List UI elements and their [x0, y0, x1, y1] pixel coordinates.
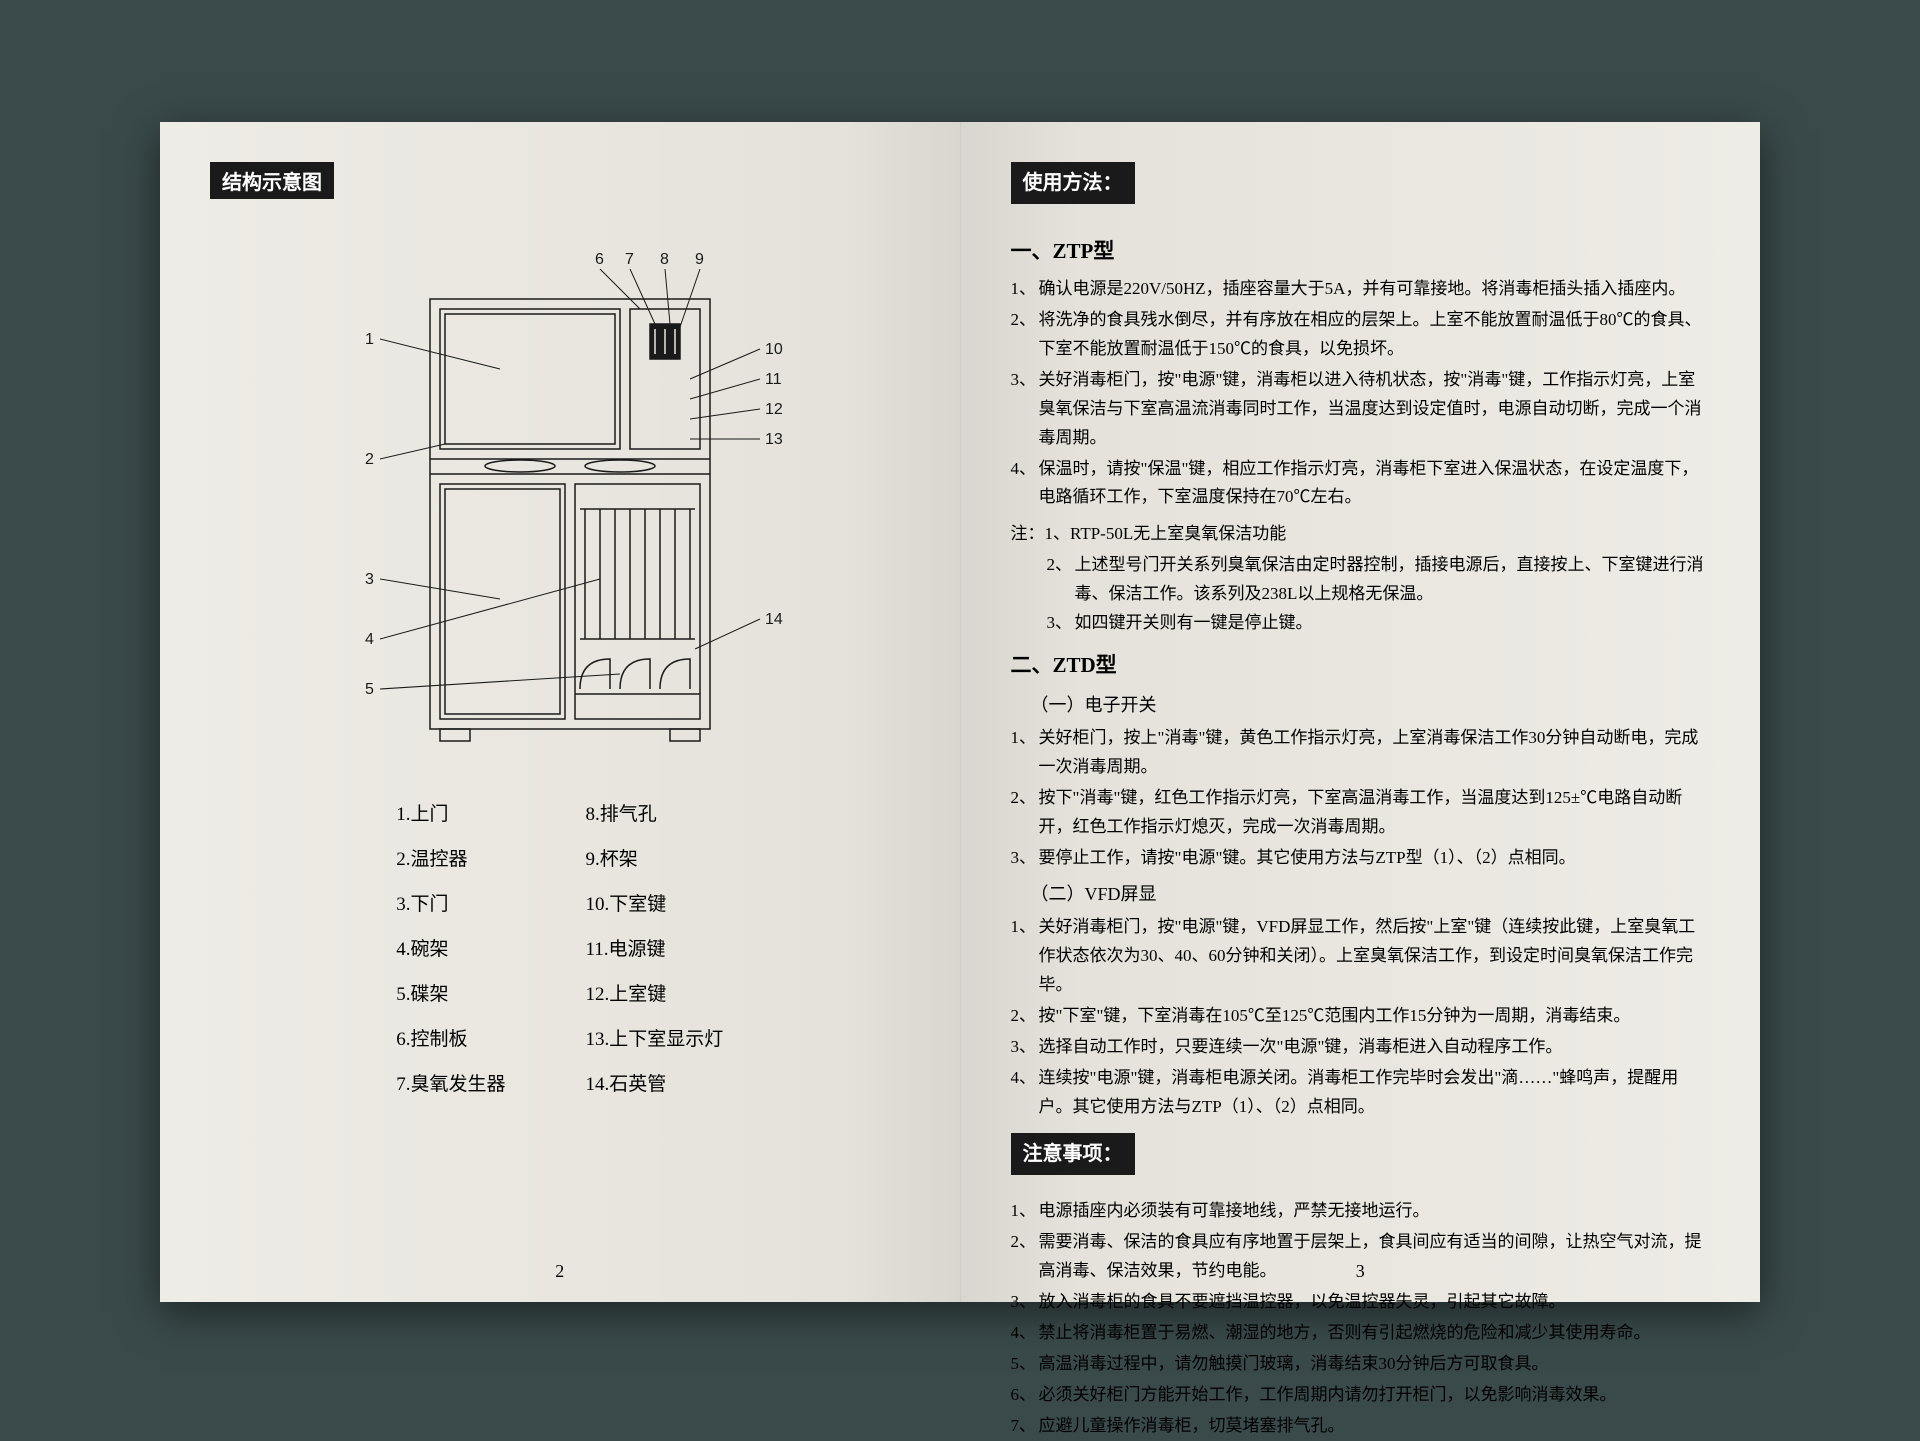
- item-text: 应避儿童操作消毒柜，切莫堵塞排气孔。: [1039, 1412, 1711, 1441]
- item-text: 关好消毒柜门，按"电源"键，VFD屏显工作，然后按"上室"键（连续按此键，上室臭…: [1039, 913, 1711, 1000]
- item-num: 2、: [1011, 1228, 1039, 1286]
- svg-text:7: 7: [625, 251, 634, 268]
- svg-text:8: 8: [660, 251, 669, 268]
- page-number-right: 3: [1356, 1261, 1365, 1282]
- legend-col-right: 8.排气孔 9.杯架 10.下室键 11.电源键 12.上室键 13.上下室显示…: [586, 799, 724, 1096]
- item-text: 需要消毒、保洁的食具应有序地置于层架上，食具间应有适当的间隙，让热空气对流，提高…: [1039, 1228, 1711, 1286]
- legend-item: 11.电源键: [586, 934, 724, 961]
- item-text: 关好柜门，按上"消毒"键，黄色工作指示灯亮，上室消毒保洁工作30分钟自动断电，完…: [1039, 724, 1711, 782]
- item-text: 连续按"电源"键，消毒柜电源关闭。消毒柜工作完毕时会发出"滴……"蜂鸣声，提醒用…: [1039, 1064, 1711, 1122]
- item-num: 3、: [1011, 366, 1039, 453]
- legend-item: 2.温控器: [396, 844, 505, 871]
- item-text: 将洗净的食具残水倒尽，并有序放在相应的层架上。上室不能放置耐温低于80℃的食具、…: [1039, 306, 1711, 364]
- item-num: 1、: [1011, 1197, 1039, 1226]
- ztd-sub1: （一）电子开关: [1031, 690, 1711, 721]
- item-text: 禁止将消毒柜置于易燃、潮湿的地方，否则有引起燃烧的危险和减少其使用寿命。: [1039, 1319, 1711, 1348]
- ztp-notes: 注： 1、RTP-50L无上室臭氧保洁功能 2、上述型号门开关系列臭氧保洁由定时…: [1011, 520, 1711, 638]
- legend: 1.上门 2.温控器 3.下门 4.碗架 5.碟架 6.控制板 7.臭氧发生器 …: [210, 799, 910, 1096]
- legend-item: 14.石英管: [586, 1069, 724, 1096]
- item-num: 2、: [1011, 784, 1039, 842]
- structure-header: 结构示意图: [210, 162, 334, 199]
- notice-list: 1、电源插座内必须装有可靠接地线，严禁无接地运行。 2、需要消毒、保洁的食具应有…: [1011, 1197, 1711, 1440]
- item-num: 1、: [1011, 275, 1039, 304]
- svg-text:12: 12: [765, 401, 783, 418]
- ztd-sub2: （二）VFD屏显: [1031, 879, 1711, 910]
- page-number-left: 2: [555, 1261, 564, 1282]
- svg-text:9: 9: [695, 251, 704, 268]
- diagram-container: 1 2 3 4 5 6: [210, 249, 910, 769]
- legend-item: 12.上室键: [586, 979, 724, 1006]
- item-num: 5、: [1011, 1350, 1039, 1379]
- legend-item: 9.杯架: [586, 844, 724, 871]
- note-num: 3、: [1047, 609, 1075, 638]
- note-num: 2、: [1047, 551, 1075, 609]
- item-num: 2、: [1011, 306, 1039, 364]
- svg-text:4: 4: [365, 631, 374, 648]
- legend-item: 1.上门: [396, 799, 505, 826]
- ztd-list1: 1、关好柜门，按上"消毒"键，黄色工作指示灯亮，上室消毒保洁工作30分钟自动断电…: [1011, 724, 1711, 872]
- item-text: 要停止工作，请按"电源"键。其它使用方法与ZTP型（1）、（2）点相同。: [1039, 844, 1711, 873]
- item-text: 关好消毒柜门，按"电源"键，消毒柜以进入待机状态，按"消毒"键，工作指示灯亮，上…: [1039, 366, 1711, 453]
- page-right: 使用方法： 一、ZTP型 1、确认电源是220V/50HZ，插座容量大于5A，并…: [961, 122, 1761, 1302]
- item-num: 4、: [1011, 1064, 1039, 1122]
- ztd-heading: 二、ZTD型: [1011, 648, 1711, 684]
- item-num: 1、: [1011, 913, 1039, 1000]
- svg-text:3: 3: [365, 571, 374, 588]
- item-text: 放入消毒柜的食具不要遮挡温控器，以免温控器失灵，引起其它故障。: [1039, 1288, 1711, 1317]
- item-text: 高温消毒过程中，请勿触摸门玻璃，消毒结束30分钟后方可取食具。: [1039, 1350, 1711, 1379]
- note-text: 上述型号门开关系列臭氧保洁由定时器控制，插接电源后，直接按上、下室键进行消毒、保…: [1075, 551, 1711, 609]
- svg-text:11: 11: [765, 371, 782, 388]
- item-num: 3、: [1011, 844, 1039, 873]
- svg-text:1: 1: [365, 331, 374, 348]
- svg-text:10: 10: [765, 341, 783, 358]
- svg-text:6: 6: [595, 251, 604, 268]
- item-num: 7、: [1011, 1412, 1039, 1441]
- note-text: 如四键开关则有一键是停止键。: [1075, 609, 1711, 638]
- item-num: 3、: [1011, 1033, 1039, 1062]
- note-num: 1、: [1045, 524, 1071, 543]
- legend-item: 5.碟架: [396, 979, 505, 1006]
- structure-diagram: 1 2 3 4 5 6: [320, 249, 800, 769]
- legend-item: 6.控制板: [396, 1024, 505, 1051]
- legend-item: 3.下门: [396, 889, 505, 916]
- item-text: 按下"消毒"键，红色工作指示灯亮，下室高温消毒工作，当温度达到125±℃电路自动…: [1039, 784, 1711, 842]
- ztp-list: 1、确认电源是220V/50HZ，插座容量大于5A，并有可靠接地。将消毒柜插头插…: [1011, 275, 1711, 512]
- legend-item: 4.碗架: [396, 934, 505, 961]
- svg-text:5: 5: [365, 681, 374, 698]
- ztp-heading: 一、ZTP型: [1011, 234, 1711, 270]
- item-num: 6、: [1011, 1381, 1039, 1410]
- item-text: 确认电源是220V/50HZ，插座容量大于5A，并有可靠接地。将消毒柜插头插入插…: [1039, 275, 1711, 304]
- right-content: 使用方法： 一、ZTP型 1、确认电源是220V/50HZ，插座容量大于5A，并…: [1011, 162, 1711, 1441]
- booklet: 结构示意图: [160, 122, 1760, 1302]
- legend-item: 13.上下室显示灯: [586, 1024, 724, 1051]
- legend-item: 7.臭氧发生器: [396, 1069, 505, 1096]
- item-num: 4、: [1011, 455, 1039, 513]
- svg-text:2: 2: [365, 451, 374, 468]
- item-text: 按"下室"键，下室消毒在105℃至125℃范围内工作15分钟为一周期，消毒结束。: [1039, 1002, 1711, 1031]
- notice-header: 注意事项：: [1011, 1133, 1135, 1175]
- item-num: 2、: [1011, 1002, 1039, 1031]
- legend-item: 10.下室键: [586, 889, 724, 916]
- item-text: 电源插座内必须装有可靠接地线，严禁无接地运行。: [1039, 1197, 1711, 1226]
- page-left: 结构示意图: [160, 122, 961, 1302]
- legend-col-left: 1.上门 2.温控器 3.下门 4.碗架 5.碟架 6.控制板 7.臭氧发生器: [396, 799, 505, 1096]
- note-label: 注：: [1011, 520, 1045, 549]
- svg-text:14: 14: [765, 611, 783, 628]
- item-num: 3、: [1011, 1288, 1039, 1317]
- legend-item: 8.排气孔: [586, 799, 724, 826]
- item-text: 选择自动工作时，只要连续一次"电源"键，消毒柜进入自动程序工作。: [1039, 1033, 1711, 1062]
- note-text: RTP-50L无上室臭氧保洁功能: [1070, 524, 1286, 543]
- ztd-list2: 1、关好消毒柜门，按"电源"键，VFD屏显工作，然后按"上室"键（连续按此键，上…: [1011, 913, 1711, 1121]
- usage-header: 使用方法：: [1011, 162, 1135, 204]
- item-num: 4、: [1011, 1319, 1039, 1348]
- item-num: 1、: [1011, 724, 1039, 782]
- svg-text:13: 13: [765, 431, 783, 448]
- item-text: 保温时，请按"保温"键，相应工作指示灯亮，消毒柜下室进入保温状态，在设定温度下，…: [1039, 455, 1711, 513]
- item-text: 必须关好柜门方能开始工作，工作周期内请勿打开柜门，以免影响消毒效果。: [1039, 1381, 1711, 1410]
